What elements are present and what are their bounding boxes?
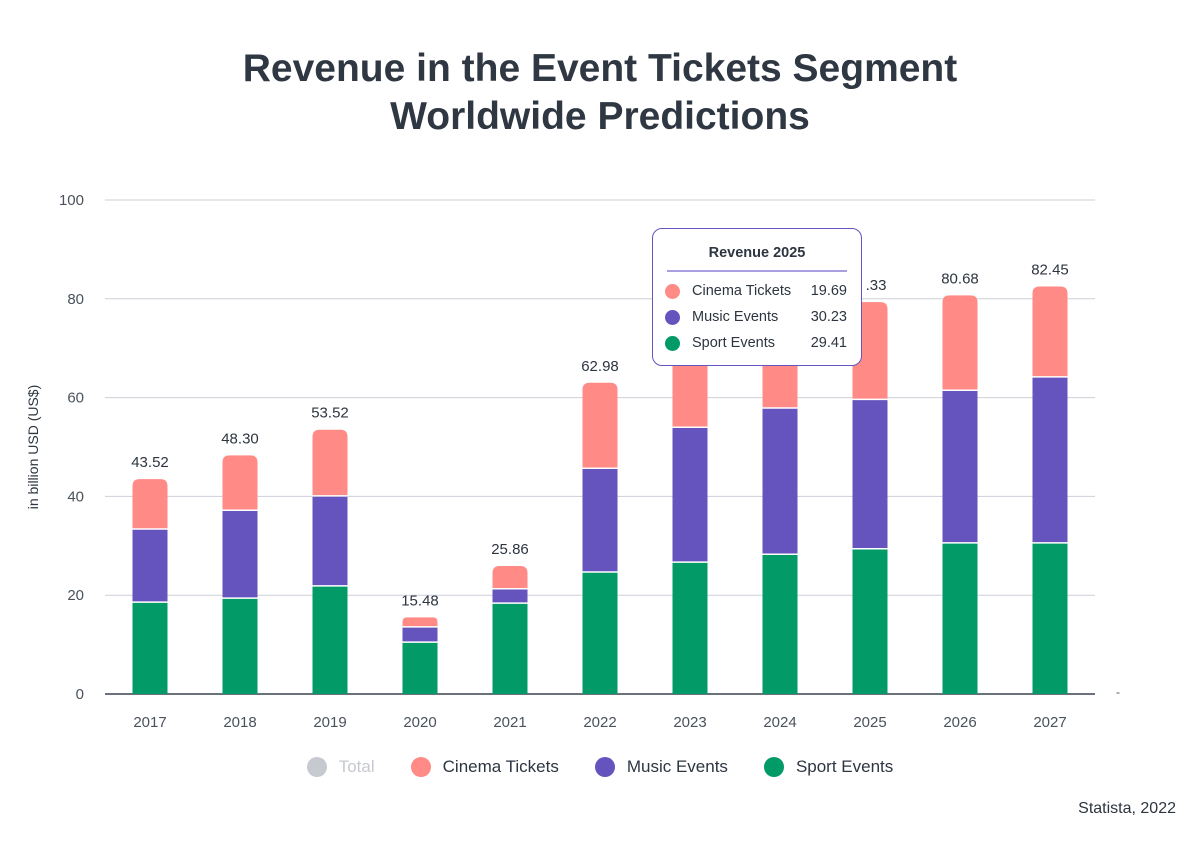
total-data-label: 43.52 — [131, 454, 169, 471]
bar-segment-sport-events — [492, 603, 528, 694]
total-data-label: .33 — [866, 277, 887, 294]
bar-segment-sport-events — [132, 602, 168, 694]
sport-dot-icon — [665, 335, 680, 351]
legend-label: Total — [338, 757, 375, 776]
legend-label: Sport Events — [795, 757, 894, 776]
x-tick-label: 2020 — [403, 714, 436, 731]
tooltip: Revenue 2025 Cinema Tickets 19.69 Music … — [652, 228, 862, 366]
source-credit: Statista, 2022 — [1078, 800, 1176, 817]
bar-segment-music-events — [1032, 376, 1068, 543]
tooltip-label: Sport Events — [692, 335, 776, 351]
total-data-label: 80.68 — [941, 270, 979, 287]
bar-segment-music-events — [222, 510, 258, 599]
bar-segment-sport-events — [222, 598, 258, 694]
bar-segment-cinema-tickets — [132, 479, 168, 530]
title-line-2: Worldwide Predictions — [390, 95, 810, 138]
tooltip-title: Revenue 2025 — [708, 245, 806, 261]
bar-segment-music-events — [852, 399, 888, 549]
bar-segment-music-events — [672, 427, 708, 563]
y-tick-label: 60 — [67, 390, 84, 407]
total-data-label: 25.86 — [491, 541, 529, 558]
legend: Total Cinema Tickets Music Events Sport … — [0, 757, 1200, 777]
x-tick-label: 2026 — [943, 714, 976, 731]
tooltip-value: 29.41 — [810, 335, 847, 351]
tooltip-value: 30.23 — [810, 309, 847, 325]
bar-segment-cinema-tickets — [582, 382, 618, 469]
bar-segment-cinema-tickets — [942, 295, 978, 391]
y-tick-label: 100 — [59, 192, 84, 209]
tooltip-row-music: Music Events 30.23 — [653, 304, 861, 330]
title-line-1: Revenue in the Event Tickets Segment — [242, 47, 958, 90]
axis-end-mark: - — [1116, 685, 1120, 699]
tooltip-row-cinema: Cinema Tickets 19.69 — [653, 278, 861, 304]
x-tick-label: 2022 — [583, 714, 616, 731]
tooltip-label: Music Events — [692, 309, 779, 325]
bar-segment-sport-events — [672, 562, 708, 694]
music-dot-icon — [594, 757, 615, 777]
bar-segment-music-events — [132, 529, 168, 603]
tooltip-label: Cinema Tickets — [692, 283, 792, 299]
bar-segment-cinema-tickets — [312, 429, 348, 496]
tooltip-divider — [667, 270, 847, 272]
bar-segment-music-events — [582, 468, 618, 572]
y-tick-label: 80 — [67, 291, 84, 308]
bar-segment-music-events — [312, 495, 348, 586]
x-tick-label: 2024 — [763, 714, 796, 731]
y-axis-label: in billion USD (US$) — [25, 385, 41, 509]
bar-segment-music-events — [942, 390, 978, 543]
x-tick-label: 2017 — [133, 714, 166, 731]
bar-segment-cinema-tickets — [1032, 286, 1068, 377]
bar-segment-sport-events — [1032, 542, 1068, 694]
y-tick-label: 40 — [67, 488, 84, 505]
y-tick-label: 20 — [67, 587, 84, 604]
bar-segment-cinema-tickets — [222, 455, 258, 511]
total-dot-icon — [306, 757, 327, 777]
x-tick-label: 2025 — [853, 714, 886, 731]
bar-segment-music-events — [762, 407, 798, 555]
total-data-label: 62.98 — [581, 358, 619, 375]
x-tick-label: 2018 — [223, 714, 256, 731]
bar-segment-music-events — [402, 626, 438, 643]
chart-title: Revenue in the Event Tickets Segment Wor… — [0, 45, 1200, 141]
x-tick-label: 2027 — [1033, 714, 1066, 731]
legend-item-total[interactable]: Total — [306, 757, 375, 777]
cinema-dot-icon — [410, 757, 431, 777]
legend-label: Music Events — [626, 757, 728, 776]
total-data-label: 82.45 — [1031, 261, 1069, 278]
total-data-label: 48.30 — [221, 430, 259, 447]
x-tick-label: 2021 — [493, 714, 526, 731]
cinema-dot-icon — [665, 283, 680, 299]
bar-segment-cinema-tickets — [402, 617, 438, 627]
music-dot-icon — [665, 309, 680, 325]
total-data-label: 53.52 — [311, 405, 349, 422]
legend-item-cinema[interactable]: Cinema Tickets — [410, 757, 559, 777]
tooltip-row-sport: Sport Events 29.41 — [653, 330, 861, 356]
bar-segment-sport-events — [852, 548, 888, 694]
y-tick-label: 0 — [76, 686, 84, 703]
legend-item-music[interactable]: Music Events — [594, 757, 728, 777]
tooltip-value: 19.69 — [810, 283, 847, 299]
legend-item-sport[interactable]: Sport Events — [763, 757, 894, 777]
legend-label: Cinema Tickets — [442, 757, 559, 776]
bar-segment-sport-events — [942, 542, 978, 694]
x-tick-label: 2019 — [313, 714, 346, 731]
bar-segment-sport-events — [762, 554, 798, 694]
sport-dot-icon — [763, 757, 784, 777]
bar-segment-cinema-tickets — [492, 566, 528, 589]
bar-segment-sport-events — [312, 585, 348, 694]
bar-segment-sport-events — [582, 571, 618, 694]
bar-segment-music-events — [492, 588, 528, 604]
x-tick-label: 2023 — [673, 714, 706, 731]
bar-segment-sport-events — [402, 642, 438, 694]
total-data-label: 15.48 — [401, 592, 439, 609]
